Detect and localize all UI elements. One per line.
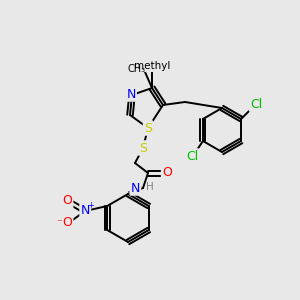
Text: S: S	[139, 142, 147, 154]
Text: N: N	[126, 88, 136, 100]
Text: N: N	[80, 205, 90, 218]
Text: Cl: Cl	[186, 149, 198, 163]
Text: N: N	[130, 182, 140, 194]
Text: CH₃: CH₃	[128, 64, 146, 74]
Text: ⁻: ⁻	[56, 218, 62, 228]
Text: H: H	[146, 182, 154, 192]
Text: S: S	[144, 122, 152, 134]
Text: methyl: methyl	[134, 61, 170, 71]
Text: O: O	[162, 167, 172, 179]
Text: O: O	[62, 217, 72, 230]
Text: +: +	[87, 202, 94, 211]
Text: O: O	[62, 194, 72, 208]
Text: Cl: Cl	[250, 98, 262, 110]
